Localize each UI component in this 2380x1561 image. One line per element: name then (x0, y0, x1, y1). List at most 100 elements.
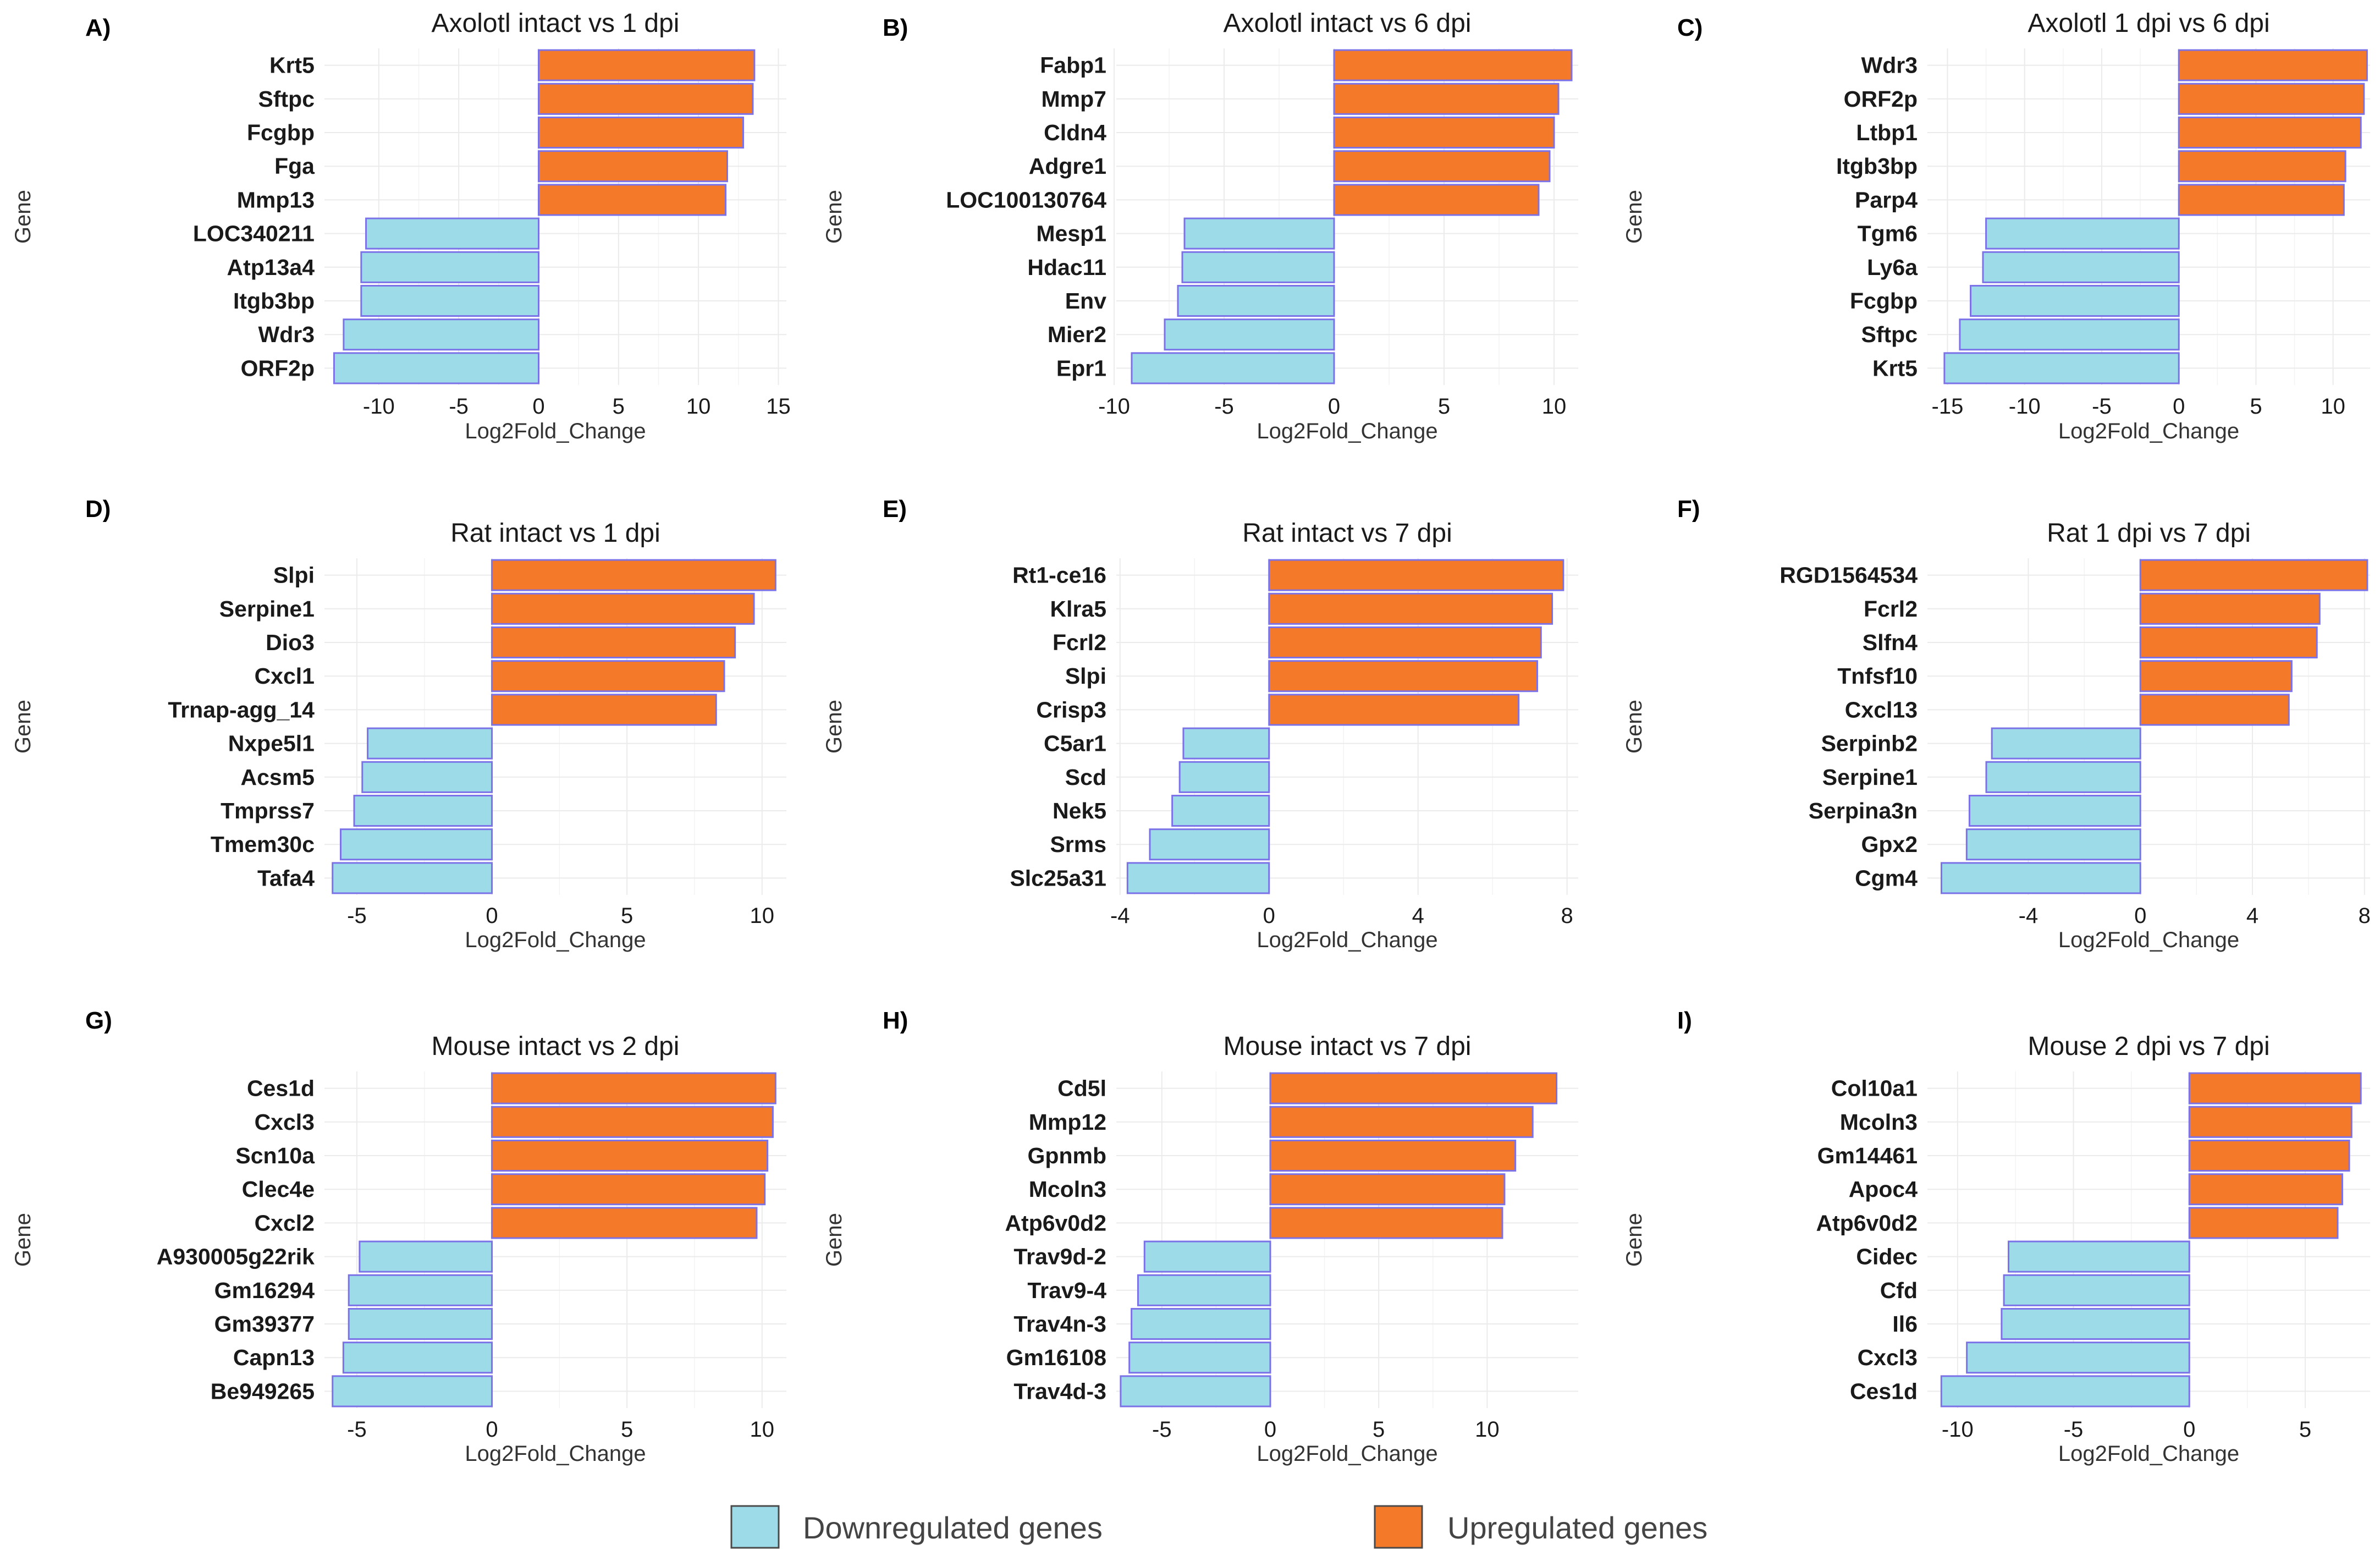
bar-scn10a (491, 1139, 769, 1172)
legend-up-swatch (1374, 1505, 1423, 1549)
y-axis-label: Gene (1622, 700, 1646, 754)
gene-label: Serpinb2 (1821, 731, 1918, 756)
x-tick-label: -10 (2009, 394, 2041, 419)
gene-label: Ly6a (1867, 255, 1918, 280)
bar-cd5l (1269, 1072, 1558, 1104)
x-tick-label: 5 (1438, 394, 1450, 419)
bar-slfn4 (2139, 626, 2318, 659)
x-tick-label: 0 (532, 394, 544, 419)
gene-label: Fcgbp (1850, 288, 1918, 314)
bar-cfd (2003, 1274, 2190, 1306)
y-axis-label: Gene (11, 1213, 35, 1267)
x-axis-label: Log2Fold_Change (465, 1442, 646, 1466)
gene-label: Dio3 (266, 630, 315, 655)
x-tick-label: 4 (1412, 904, 1424, 928)
x-tick-label: -4 (1110, 904, 1130, 928)
gene-label: Fcrl2 (1053, 630, 1106, 655)
gene-label: Fabp1 (1040, 53, 1106, 78)
gene-label: Wdr3 (1861, 53, 1918, 78)
panel-title: Rat 1 dpi vs 7 dpi (2047, 519, 2251, 548)
bar-orf2p (333, 352, 539, 384)
gene-label: Mcoln3 (1840, 1109, 1918, 1135)
bar-fcgbp (1970, 284, 2180, 317)
bar-trav9-4 (1137, 1274, 1271, 1306)
gene-label: Krt5 (269, 53, 315, 78)
bar-wdr3 (343, 318, 539, 351)
gene-label: Nek5 (1053, 798, 1106, 823)
x-tick-label: -10 (363, 394, 395, 419)
gene-label: Apoc4 (1849, 1177, 1918, 1202)
y-axis-label: Gene (1622, 1213, 1646, 1267)
gene-label: Atp6v0d2 (1005, 1210, 1106, 1235)
panel-e: Rt1-ce16 Klra5 Fcrl2 Slpi Crisp3 C5ar1 Scd Nek5… (822, 496, 1578, 952)
bar-gm16294 (348, 1274, 493, 1306)
gene-label: Slpi (1065, 663, 1106, 689)
bar-gm16108 (1128, 1342, 1271, 1374)
legend-down-swatch (730, 1505, 780, 1549)
gene-label: Cxcl2 (255, 1210, 315, 1235)
bar-slpi (491, 559, 776, 591)
x-tick-label: -10 (1098, 394, 1130, 419)
gene-label: Atp13a4 (227, 255, 315, 280)
bar-ltbp1 (2178, 116, 2362, 149)
panel-title: Rat intact vs 7 dpi (1242, 519, 1452, 548)
bar-itgb3bp (360, 284, 539, 317)
bar-capn13 (342, 1342, 493, 1374)
gene-label: Slpi (273, 563, 315, 588)
x-tick-label: -5 (2092, 394, 2112, 419)
x-tick-label: 0 (1328, 394, 1340, 419)
y-axis-label: Gene (1622, 190, 1646, 244)
x-tick-label: -5 (347, 1417, 367, 1442)
gene-label: LOC340211 (193, 221, 315, 246)
bar-trnap-agg_14 (491, 694, 717, 726)
gene-label: Cfd (1880, 1278, 1918, 1303)
bar-hdac11 (1181, 251, 1335, 283)
x-tick-label: -5 (2064, 1417, 2084, 1442)
bar-il6 (2001, 1307, 2190, 1340)
gene-label: Cgm4 (1855, 865, 1918, 891)
gene-label: Mcoln3 (1029, 1177, 1106, 1202)
gene-label: Gpnmb (1028, 1143, 1106, 1168)
x-tick-label: -5 (347, 904, 367, 928)
gene-label: Sftpc (258, 86, 315, 112)
gene-label: Scn10a (235, 1143, 315, 1168)
gene-label: Trav9d-2 (1013, 1244, 1106, 1269)
gene-label: Gpx2 (1861, 832, 1918, 857)
panel-f: RGD1564534 Fcrl2 Slfn4 Tnfsf10 Cxcl13 Serpinb… (1622, 496, 2371, 952)
panel-letter: B) (883, 14, 908, 41)
bar-cxcl3 (1966, 1342, 2190, 1374)
panel-title: Rat intact vs 1 dpi (450, 519, 660, 548)
gene-label: Gm16294 (214, 1278, 315, 1303)
bar-adgre1 (1333, 150, 1551, 183)
bar-cldn4 (1333, 116, 1555, 149)
bar-klra5 (1268, 592, 1553, 625)
bar-tgm6 (1985, 217, 2180, 250)
gene-label: Serpine1 (219, 596, 315, 622)
gene-label: Krt5 (1872, 355, 1918, 381)
gene-label: Klra5 (1050, 596, 1106, 622)
x-tick-label: 4 (2246, 904, 2258, 928)
bar-mcoln3 (2188, 1106, 2353, 1138)
x-axis-label: Log2Fold_Change (465, 928, 646, 952)
bar-crisp3 (1268, 694, 1520, 726)
gene-label: Serpine1 (1822, 765, 1918, 790)
gene-label: Tnfsf10 (1837, 663, 1918, 689)
bar-clec4e (491, 1173, 766, 1206)
x-tick-label: 15 (766, 394, 791, 419)
gene-label: Parp4 (1855, 187, 1918, 212)
x-tick-label: -4 (2019, 904, 2039, 928)
gene-label: Cd5l (1057, 1076, 1106, 1101)
bar-tafa4 (332, 862, 493, 894)
x-axis-label: Log2Fold_Change (1257, 1442, 1437, 1466)
gene-label: C5ar1 (1044, 731, 1106, 756)
bar-atp6v0d2 (1269, 1207, 1503, 1239)
bar-serpina3n (1968, 794, 2141, 827)
x-axis-label: Log2Fold_Change (1257, 928, 1437, 952)
x-tick-label: -5 (1214, 394, 1234, 419)
gene-label: ORF2p (241, 355, 315, 381)
bar-serpinb2 (1991, 727, 2141, 760)
panel-letter: A) (85, 14, 111, 41)
bar-mesp1 (1183, 217, 1335, 250)
x-tick-label: -10 (1942, 1417, 1974, 1442)
